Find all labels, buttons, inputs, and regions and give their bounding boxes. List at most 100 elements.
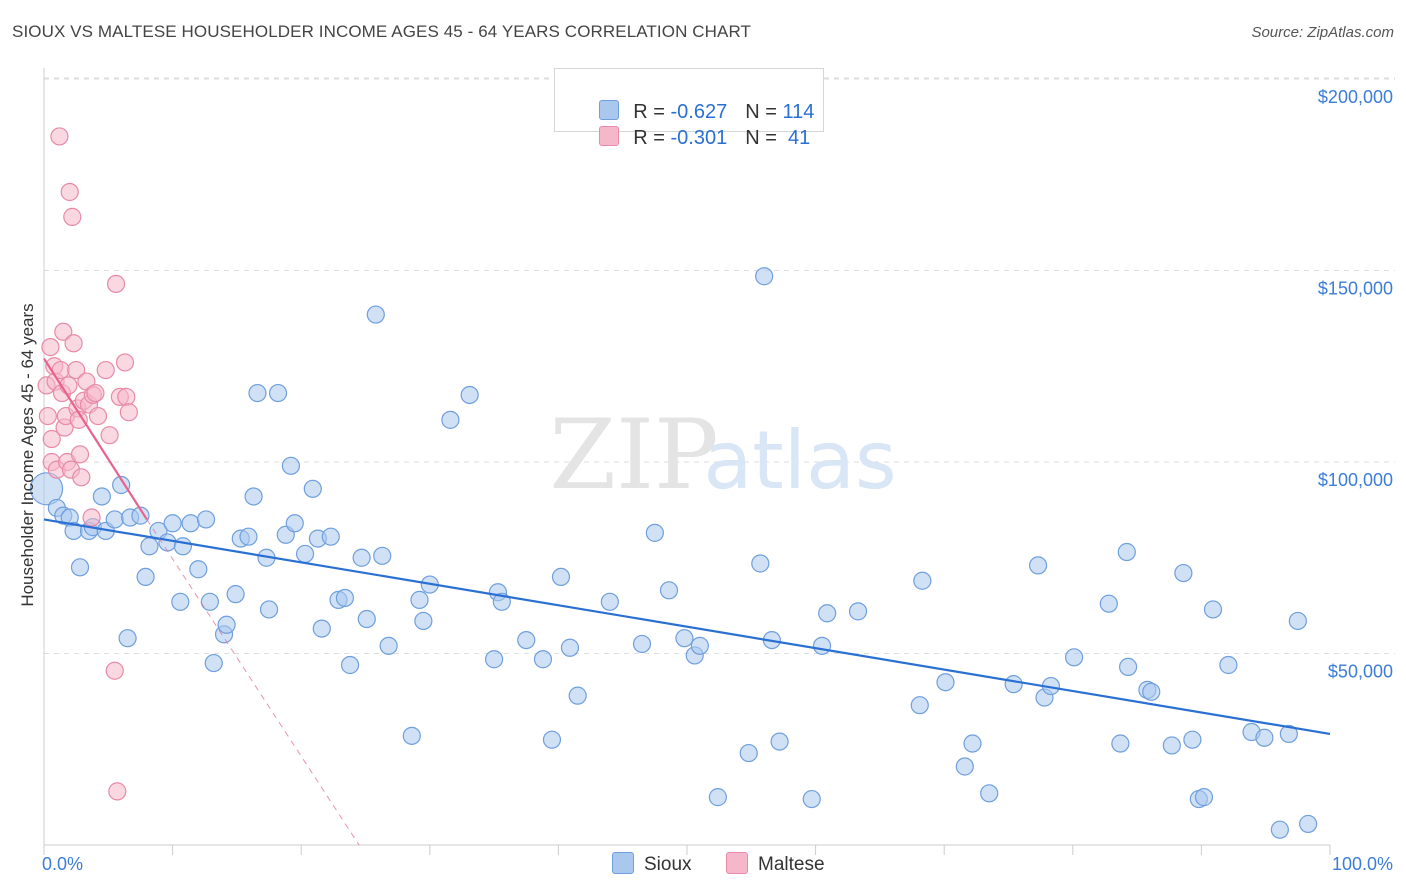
- sioux-points: [29, 267, 1318, 839]
- maltese-point: [64, 334, 83, 353]
- maltese-swatch: [599, 126, 620, 146]
- sioux-point: [204, 653, 223, 673]
- maltese-point: [117, 387, 136, 406]
- legend-n-label: N =: [745, 101, 783, 123]
- sioux-point: [600, 592, 619, 611]
- sioux-point: [542, 730, 562, 749]
- sioux-point: [244, 487, 263, 506]
- sioux-point: [1004, 675, 1023, 694]
- legend-box: R = -0.627 N = 114 R = -0.301 N = 41: [554, 68, 824, 149]
- maltese-point: [42, 429, 61, 449]
- bottom-legend-label: Sioux: [644, 854, 692, 875]
- sioux-point: [281, 456, 301, 475]
- watermark-zip: ZIP: [549, 399, 718, 511]
- maltese-point: [63, 207, 82, 226]
- sioux-point: [955, 757, 974, 776]
- maltese-point: [72, 468, 91, 487]
- sioux-point: [1288, 611, 1307, 631]
- sioux-point: [1118, 657, 1138, 677]
- sioux-point: [181, 514, 200, 533]
- legend-r-label: R =: [633, 101, 671, 123]
- sioux-point: [285, 514, 304, 533]
- tick-labels: $50,000 $100,000 $150,000 $200,000 0.0% 100.0…: [42, 87, 1393, 874]
- sioux-point: [1255, 728, 1274, 747]
- maltese-point: [88, 406, 108, 426]
- maltese-point: [86, 383, 105, 403]
- maltese-trend-extension: [146, 519, 360, 846]
- sioux-point: [92, 487, 111, 506]
- maltese-point: [60, 182, 79, 202]
- bottom-legend-maltese: Maltese: [726, 852, 825, 876]
- sioux-point: [335, 588, 355, 608]
- sioux-point: [441, 410, 460, 429]
- watermark: ZIP atlas: [549, 399, 896, 511]
- sioux-point: [818, 604, 837, 623]
- sioux-point: [460, 385, 479, 405]
- sioux-point: [1203, 600, 1223, 619]
- maltese-point: [100, 426, 119, 445]
- sioux-point: [1174, 563, 1193, 583]
- maltese-point: [50, 127, 69, 146]
- sioux-swatch: [612, 852, 634, 874]
- grid-lines: [44, 77, 1395, 654]
- maltese-point: [41, 338, 60, 357]
- bottom-legend-label: Maltese: [758, 854, 825, 875]
- sioux-point: [568, 686, 587, 705]
- sioux-point: [770, 732, 789, 751]
- sioux-swatch: [599, 100, 620, 120]
- maltese-trend-line: [43, 357, 148, 521]
- sioux-point: [517, 630, 536, 650]
- legend-n-label: N =: [745, 127, 783, 149]
- sioux-point: [551, 567, 571, 587]
- sioux-point: [533, 650, 553, 669]
- y-tick-label: $100,000: [1318, 470, 1393, 490]
- chart-title: SIOUX VS MALTESE HOUSEHOLDER INCOME AGES…: [12, 22, 752, 41]
- sioux-point: [352, 548, 371, 567]
- sioux-point: [755, 267, 774, 286]
- sioux-point: [1099, 594, 1118, 613]
- sioux-point: [340, 655, 360, 675]
- sioux-point: [321, 527, 340, 546]
- sioux-point: [560, 638, 580, 657]
- sioux-point: [226, 585, 245, 604]
- maltese-point: [108, 782, 127, 801]
- sioux-point: [1064, 648, 1084, 667]
- sioux-point: [268, 383, 288, 403]
- y-axis-label: Householder Income Ages 45 - 64 years: [18, 303, 37, 606]
- sioux-point: [70, 558, 90, 577]
- sioux-point: [675, 629, 694, 648]
- sioux-point: [379, 636, 398, 655]
- sioux-point: [259, 600, 279, 619]
- sioux-point: [632, 634, 652, 654]
- sioux-point: [29, 472, 64, 506]
- sioux-point: [708, 788, 727, 807]
- sioux-point: [645, 523, 664, 542]
- maltese-swatch: [726, 852, 748, 874]
- maltese-point: [106, 274, 126, 294]
- sioux-point: [303, 479, 322, 498]
- maltese-point: [115, 353, 135, 372]
- sioux-point: [910, 696, 929, 715]
- sioux-point: [239, 527, 258, 546]
- sioux-point: [1219, 655, 1238, 675]
- sioux-point: [1299, 814, 1318, 834]
- sioux-point: [402, 726, 421, 745]
- sioux-point: [366, 305, 385, 324]
- sioux-point: [913, 571, 932, 590]
- x-tick-label: 0.0%: [42, 854, 83, 874]
- sioux-point: [105, 510, 124, 529]
- maltese-point: [96, 360, 115, 380]
- trend-lines: [43, 357, 1331, 846]
- sioux-point: [1162, 736, 1181, 755]
- sioux-point: [189, 560, 208, 579]
- watermark-atlas: atlas: [703, 414, 896, 507]
- sioux-point: [163, 514, 182, 533]
- sioux-point: [1111, 734, 1130, 753]
- sioux-point: [690, 636, 709, 655]
- sioux-point: [936, 673, 955, 692]
- sioux-point: [171, 592, 190, 611]
- sioux-point: [812, 636, 832, 655]
- sioux-point: [751, 554, 770, 573]
- sioux-point: [1270, 820, 1289, 839]
- maltese-point: [54, 322, 73, 341]
